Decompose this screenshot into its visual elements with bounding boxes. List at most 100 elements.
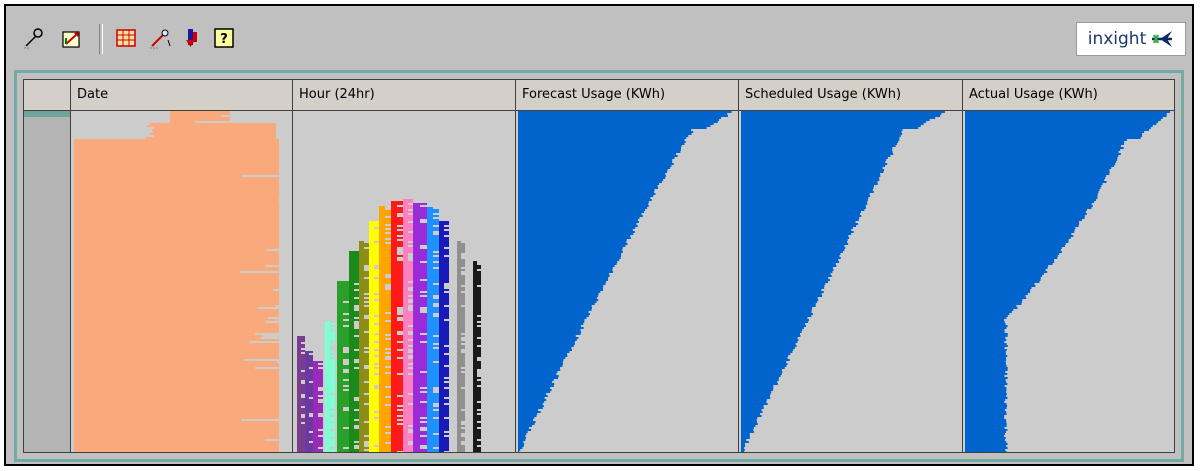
hour-bar: [439, 321, 449, 323]
hour-bar: [427, 407, 439, 409]
date-bar: [74, 207, 279, 209]
date-bar: [74, 417, 279, 419]
forecast-bar: [518, 253, 622, 255]
hour-bar: [325, 327, 335, 329]
hour-bar: [457, 419, 465, 421]
date-bar: [74, 143, 279, 145]
hour-bar: [403, 329, 413, 331]
scheduled-bar: [741, 273, 831, 275]
sort-tool-button[interactable]: [178, 24, 206, 52]
date-bar: [74, 197, 279, 199]
hour-bar: [337, 285, 349, 287]
hour-bar: [403, 441, 408, 443]
hour-bar: [439, 317, 449, 319]
hour-bar: [325, 439, 335, 441]
hour-bar: [457, 421, 461, 423]
scheduled-usage-column-body[interactable]: [739, 111, 963, 452]
hour-bar: [359, 343, 369, 345]
hour-bar: [403, 343, 413, 345]
hour-bar: [427, 327, 439, 329]
wand-tool-button[interactable]: [146, 24, 174, 52]
row-header-column[interactable]: [24, 111, 71, 452]
hour-bar: [427, 247, 439, 249]
date-bar: [74, 363, 279, 365]
hour-bar: [379, 328, 391, 330]
hour-bar: [391, 277, 403, 279]
hour-bar: [457, 339, 461, 341]
hour-bar: [349, 357, 359, 359]
hour-bar: [349, 403, 359, 405]
hour-bar: [427, 333, 439, 335]
column-header-date[interactable]: Date: [71, 80, 293, 110]
hour-bar: [379, 324, 391, 326]
actual-bar: [965, 125, 1153, 127]
hour-bar: [337, 329, 349, 331]
date-column-body[interactable]: [71, 111, 293, 452]
hour-bar: [473, 363, 481, 365]
hour-bar: [413, 281, 427, 283]
hour-bar: [337, 309, 349, 311]
scheduled-bar: [741, 341, 798, 343]
actual-bar: [965, 237, 1071, 239]
actual-bar: [965, 227, 1076, 229]
hour-bar: [337, 301, 343, 303]
grid-tool-button[interactable]: [112, 24, 140, 52]
forecast-usage-graphic: [518, 111, 732, 452]
hour-bar: [297, 384, 305, 386]
hour-bar: [403, 357, 408, 359]
column-header-actual-usage[interactable]: Actual Usage (KWh): [969, 87, 1098, 102]
hour-column-body[interactable]: [293, 111, 516, 452]
hour-bar: [391, 275, 403, 277]
hour-bar: [413, 349, 427, 351]
hour-bar: [379, 304, 391, 306]
hour-bar: [413, 227, 427, 229]
actual-bar: [965, 315, 1008, 317]
hour-bar: [337, 405, 349, 407]
hour-bar: [403, 217, 413, 219]
hour-bar: [305, 373, 313, 375]
date-bar: [74, 437, 279, 439]
toolbar: ? inxight: [6, 6, 1192, 66]
scheduled-bar: [741, 309, 812, 311]
scheduled-bar: [741, 257, 841, 259]
hour-bar: [369, 401, 379, 403]
column-header-hour[interactable]: Hour (24hr): [293, 80, 516, 110]
hour-bar: [413, 235, 427, 237]
hour-bar: [413, 283, 427, 285]
scheduled-bar: [741, 205, 866, 207]
date-bar: [74, 405, 279, 407]
chart-tool-button[interactable]: [58, 24, 86, 52]
actual-usage-column-body[interactable]: [963, 111, 1174, 452]
hour-bar: [427, 359, 439, 361]
hour-bar: [427, 403, 433, 405]
hour-bar: [359, 309, 369, 311]
hour-bar: [457, 315, 465, 317]
hour-bar: [403, 207, 413, 209]
hour-bar: [413, 275, 427, 277]
hour-bar: [313, 385, 323, 387]
forecast-bar: [518, 175, 666, 177]
hour-bar: [413, 377, 427, 379]
forecast-bar: [518, 259, 620, 261]
actual-bar: [965, 225, 1079, 227]
hour-bar: [439, 347, 449, 349]
actual-bar: [965, 199, 1097, 201]
hour-bar: [391, 221, 403, 223]
forecast-bar: [518, 327, 584, 329]
hour-bar: [337, 367, 349, 369]
hour-bar: [403, 447, 413, 449]
zoom-tool-button[interactable]: [20, 24, 48, 52]
column-header-scheduled-usage[interactable]: Scheduled Usage (KWh): [739, 80, 963, 110]
hour-bar: [379, 426, 385, 428]
scheduled-bar: [741, 173, 881, 175]
hour-bar: [369, 279, 379, 281]
scheduled-bar: [741, 129, 903, 131]
help-button[interactable]: ?: [210, 24, 238, 52]
hour-bar: [349, 367, 354, 369]
hour-bar: [391, 355, 403, 357]
forecast-usage-column-body[interactable]: [516, 111, 739, 452]
column-header-forecast-usage[interactable]: Forecast Usage (KWh): [516, 80, 739, 110]
date-bar: [74, 213, 279, 215]
hour-bar: [427, 307, 439, 309]
hour-bar: [457, 363, 465, 365]
